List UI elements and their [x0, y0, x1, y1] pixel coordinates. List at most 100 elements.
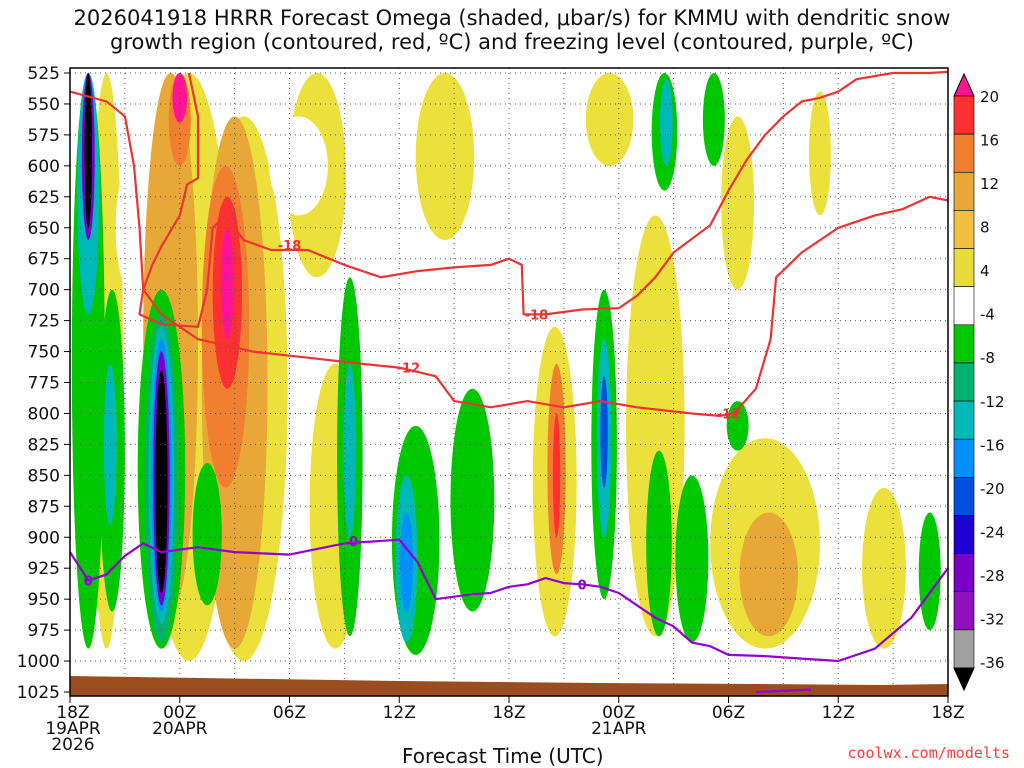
colorbar-label: -20 — [980, 480, 1005, 498]
colorbar-label: -24 — [980, 523, 1005, 541]
y-tick-label: 625 — [28, 188, 60, 208]
colorbar-swatch — [953, 477, 975, 516]
y-tick-label: 900 — [28, 528, 60, 548]
colorbar-label: -32 — [980, 610, 1005, 628]
colorbar-swatch — [953, 400, 975, 440]
colorbar-label: 20 — [980, 88, 999, 106]
colorbar-label: 16 — [980, 132, 999, 150]
omega-blue-region — [600, 376, 608, 488]
terrain — [70, 676, 948, 696]
y-tick-label: 650 — [28, 219, 60, 239]
x-tick-label: 00Z — [163, 703, 196, 723]
x-tick-label: 2026 — [51, 735, 94, 755]
contour-labels: 0 0 0 -12 -12 -18 -18 — [84, 239, 741, 593]
colorbar-swatch — [953, 591, 975, 631]
colorbar-swatch — [953, 133, 975, 173]
contour-label: -12 — [397, 362, 421, 377]
colorbar-label: 4 — [980, 262, 990, 280]
omega-yellow-region — [862, 487, 906, 649]
colorbar-swatch — [953, 553, 975, 593]
terrain-ground — [70, 676, 948, 696]
colorbar-swatch — [953, 210, 975, 249]
colorbar-label: -4 — [980, 306, 995, 324]
colorbar-swatch — [953, 362, 975, 402]
omega-yellow-region — [415, 73, 475, 241]
y-tick-label: 800 — [28, 404, 60, 424]
contour-freezing-level-0c-surface — [755, 688, 811, 694]
omega-yellow-region — [721, 116, 755, 290]
colorbar-label: -36 — [980, 654, 1005, 672]
x-tick-label: 06Z — [273, 703, 306, 723]
title-line-2: growth region (contoured, red, ºC) and f… — [110, 30, 914, 54]
omega-red-region — [552, 413, 561, 538]
colorbar-swatch — [953, 72, 975, 97]
x-tick-label: 12Z — [383, 703, 416, 723]
omega-black-region — [84, 73, 92, 228]
omega-yellow-region — [585, 73, 634, 166]
contour-dendritic-18c — [138, 70, 948, 328]
colorbar-swatch — [953, 286, 975, 326]
x-tick-label: 18Z — [56, 703, 89, 723]
y-tick-label: 575 — [28, 126, 60, 146]
colorbar-swatch — [953, 438, 975, 478]
colorbar-label: -12 — [980, 393, 1005, 411]
omega-teal-region — [659, 79, 673, 166]
contour-label: -18 — [278, 239, 302, 254]
omega-magenta-region — [220, 227, 234, 340]
site-credit: coolwx.com/modelts — [847, 744, 1010, 762]
y-tick-label: 725 — [28, 312, 60, 332]
chart-title: 2026041918 HRRR Forecast Omega (shaded, … — [0, 6, 1024, 54]
colorbar-swatch — [953, 629, 975, 669]
y-tick-label: 750 — [28, 343, 60, 363]
y-tick-label: 1025 — [17, 683, 60, 703]
omega-green-region — [675, 475, 709, 643]
x-tick-label: 12Z — [822, 703, 855, 723]
contour-lines — [70, 70, 948, 694]
colorbar-label: 8 — [980, 219, 990, 237]
y-tick-label: 975 — [28, 621, 60, 641]
x-tick-label: 19APR — [45, 719, 101, 739]
omega-green-region — [450, 388, 495, 612]
y-tick-label: 525 — [28, 64, 60, 84]
omega-yellow-region — [808, 91, 831, 216]
y-tick-label: 850 — [28, 466, 60, 486]
y-tick-label: 950 — [28, 590, 60, 610]
colorbar-swatch — [953, 515, 975, 554]
y-tick-label: 775 — [28, 374, 60, 394]
x-tick-label: 20APR — [152, 719, 208, 739]
y-tick-label: 550 — [28, 95, 60, 115]
contour-label: -12 — [717, 407, 741, 422]
y-tick-label: 675 — [28, 250, 60, 270]
y-tick-label: 1000 — [17, 652, 60, 672]
contour-label: 0 — [84, 575, 93, 590]
y-tick-label: 825 — [28, 435, 60, 455]
omega-orange-region — [739, 512, 799, 637]
colorbar-label: -8 — [980, 349, 995, 367]
omega-shading — [71, 72, 941, 662]
x-tick-label: 06Z — [712, 703, 745, 723]
contour-label: 0 — [349, 535, 358, 550]
y-tick-label: 700 — [28, 281, 60, 301]
title-line-1: 2026041918 HRRR Forecast Omega (shaded, … — [73, 6, 951, 30]
omega-near-zero-region — [269, 116, 328, 216]
colorbar-swatch — [953, 171, 975, 211]
colorbar-label: -16 — [980, 436, 1005, 454]
omega-teal-region — [343, 363, 357, 538]
omega-green-region — [192, 462, 222, 606]
y-tick-label: 600 — [28, 157, 60, 177]
y-axis: 525 550 575 600 625 650 675 700 725 750 775 800 825 8… — [17, 64, 70, 703]
x-tick-label: 00Z — [602, 703, 635, 723]
contour-label: -18 — [525, 308, 549, 323]
omega-green-region — [918, 512, 941, 631]
y-tick-label: 875 — [28, 497, 60, 517]
colorbar: 20 16 12 8 4 -4 -8 -12 -16 -20 -24 -28 -32 -36 — [953, 72, 1005, 692]
omega-blue-region — [400, 512, 413, 612]
x-axis-title: Forecast Time (UTC) — [402, 744, 604, 768]
colorbar-label: -28 — [980, 567, 1005, 585]
x-tick-label: 21APR — [591, 719, 647, 739]
colorbar-swatch — [953, 667, 975, 692]
x-tick-label: 18Z — [931, 703, 964, 723]
colorbar-label: 12 — [980, 175, 999, 193]
